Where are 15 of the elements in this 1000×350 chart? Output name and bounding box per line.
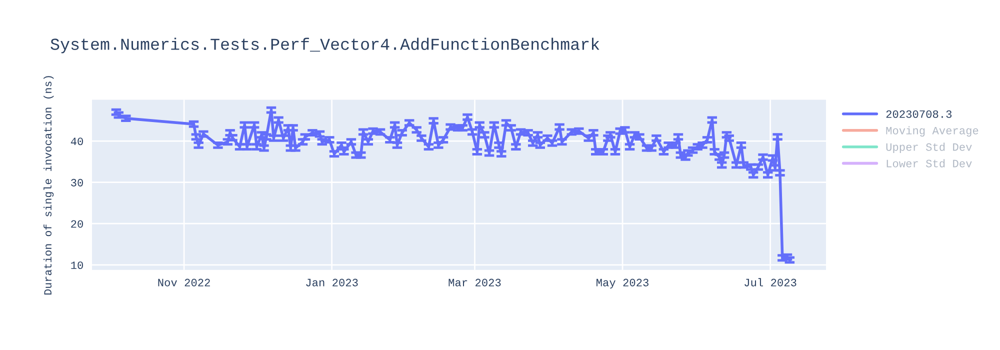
y-tick-label: 10 [71, 261, 83, 270]
x-tick-label: May 2023 [596, 278, 648, 289]
x-tick-label: Jul 2023 [744, 278, 796, 286]
x-tick-label: Mar 2023 [448, 278, 501, 286]
legend-label: Lower Std Dev [886, 159, 972, 168]
y-axis-title: Duration of single invocation (ns) [44, 76, 54, 294]
y-tick-label: 40 [70, 138, 83, 146]
x-tick-label: Nov 2022 [158, 278, 210, 286]
y-tick-label: 20 [71, 220, 83, 228]
y-tick-label: 30 [71, 178, 83, 186]
chart-title: System.Numerics.Tests.Perf_Vector4.AddFunctionBenchmark [50, 38, 600, 54]
x-tick-label: Jan 2023 [306, 278, 358, 286]
legend-label: Upper Std Dev [886, 142, 972, 154]
legend-label: Moving Average [886, 126, 978, 137]
legend-label: 20230708.3 [886, 110, 952, 118]
